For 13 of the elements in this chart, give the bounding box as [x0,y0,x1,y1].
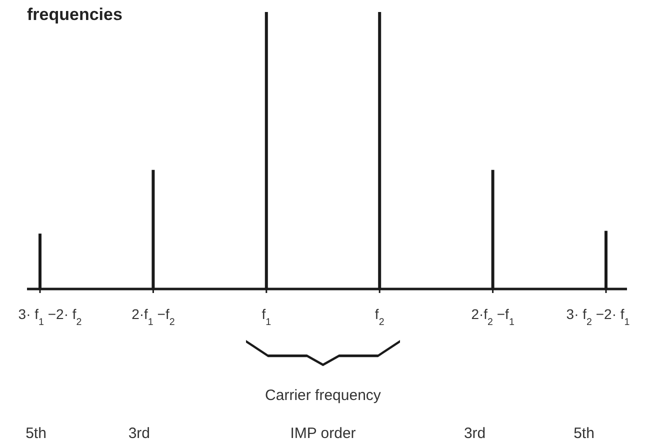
text: Carrier frequency [265,387,382,404]
text: IMP order [290,425,356,442]
x-tick-label: 3· f$_{1}$ −2· f$_{2}$ [18,306,82,328]
chart-title: frequencies [27,5,122,24]
text: 3rd [464,425,486,442]
x-tick-label: 2·f$_{1}$ −f$_{2}$ [132,306,175,328]
text: 5th [26,425,46,442]
text: 5th [574,425,594,442]
x-tick-label: 3· f$_{2}$ −2· f$_{1}$ [566,306,630,328]
x-tick-label: f$_{2}$ [374,306,384,328]
text: 3rd [128,425,150,442]
x-tick-label: 2·f$_{2}$ −f$_{1}$ [471,306,514,328]
x-tick-label: f$_{1}$ [262,306,272,328]
